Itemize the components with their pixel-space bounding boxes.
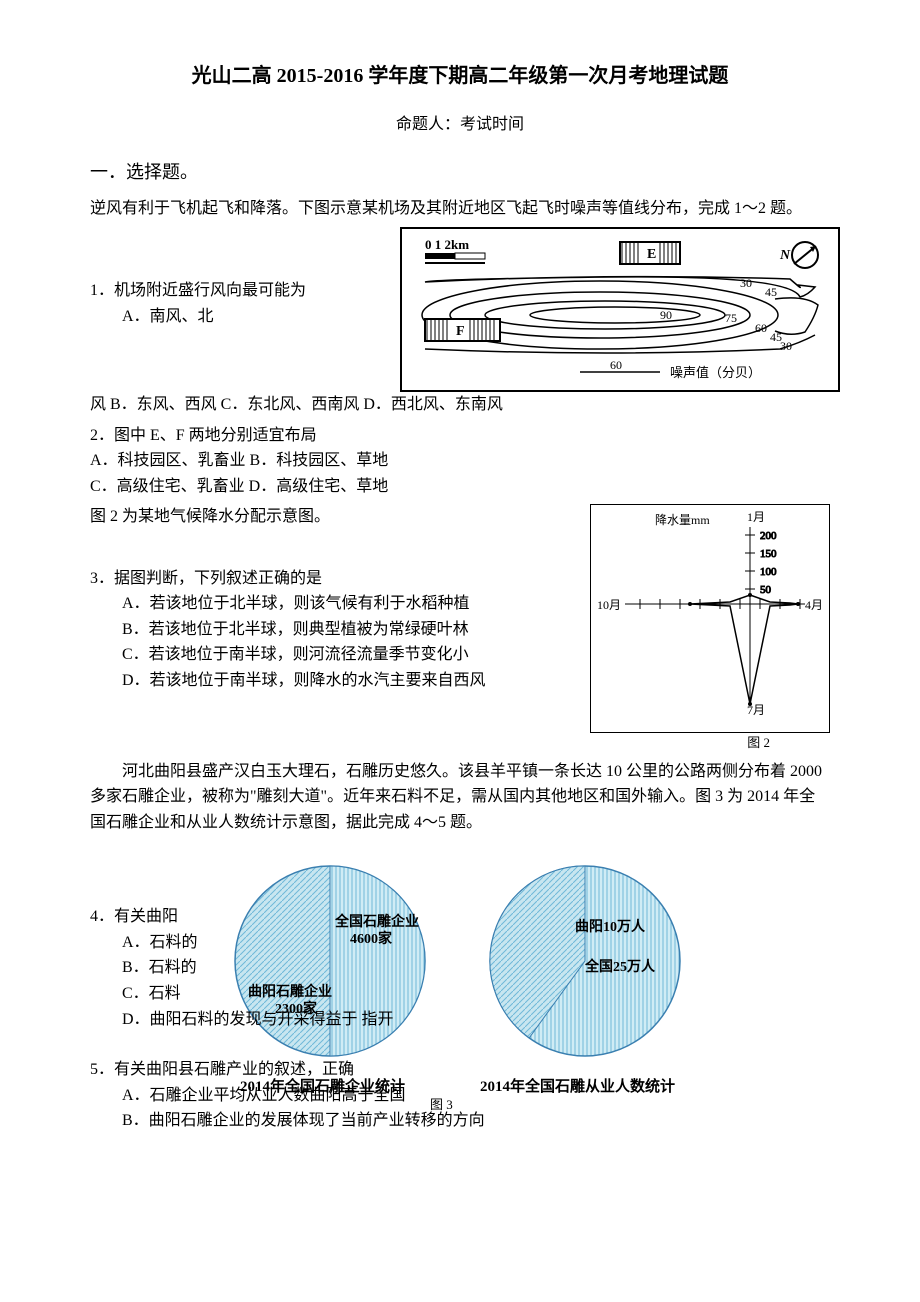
q3-optD: D．若该地位于南半球，则降水的水汽主要来自西风 xyxy=(122,668,830,694)
q1-text-left: 1．机场附近盛行风向最可能为 A．南风、北 xyxy=(90,227,400,329)
q4: 4．有关曲阳 A．石料的 B．石料的 C．石料 D．曲阳石料的发现与开采得益于 … xyxy=(90,904,830,1032)
intro-q4q5: 河北曲阳县盛产汉白玉大理石，石雕历史悠久。该县羊平镇一条长达 10 公里的公路两… xyxy=(90,759,830,836)
svg-text:45: 45 xyxy=(765,285,777,299)
figure-1: 0 1 2km E N xyxy=(400,227,840,392)
q4-optA: A．石料的 xyxy=(122,930,830,956)
q1-line2: 风 B．东风、西风 C．东北风、西南风 D．西北风、东南风 xyxy=(90,392,830,418)
svg-text:F: F xyxy=(456,324,465,339)
q4-optD: D．曲阳石料的发现与开采得益于 指开 xyxy=(122,1007,830,1033)
svg-text:30: 30 xyxy=(780,339,792,353)
q5-optB: B．曲阳石雕企业的发展体现了当前产业转移的方向 xyxy=(122,1108,830,1134)
q1-optA-partial: A．南风、北 xyxy=(122,304,400,330)
section-heading-1: 一．选择题。 xyxy=(90,158,830,187)
intro-q1q2: 逆风有利于飞机起飞和降落。下图示意某机场及其附近地区飞起飞时噪声等值线分布，完成… xyxy=(90,196,830,222)
q2: 2．图中 E、F 两地分别适宜布局 A．科技园区、乳畜业 B．科技园区、草地 C… xyxy=(90,423,830,500)
page-title: 光山二高 2015-2016 学年度下期高二年级第一次月考地理试题 xyxy=(90,60,830,92)
q5: 5．有关曲阳县石雕产业的叙述，正确 A．石雕企业平均从业人数曲阳高于全国 B．曲… xyxy=(90,1057,830,1134)
svg-text:30: 30 xyxy=(740,276,752,290)
svg-text:1月: 1月 xyxy=(747,510,765,524)
q4-optB: B．石料的 xyxy=(122,955,830,981)
subtitle: 命题人：考试时间 xyxy=(90,112,830,138)
q3-optA: A．若该地位于北半球，则该气候有利于水稻种植 xyxy=(122,591,830,617)
svg-text:E: E xyxy=(647,247,656,262)
q5-stem: 5．有关曲阳县石雕产业的叙述，正确 xyxy=(90,1057,830,1083)
svg-text:90: 90 xyxy=(660,308,672,322)
q3-stem: 3．据图判断，下列叙述正确的是 xyxy=(90,566,830,592)
svg-text:60: 60 xyxy=(610,358,622,372)
svg-text:60: 60 xyxy=(755,321,767,335)
q2-optA: A．科技园区、乳畜业 B．科技园区、草地 xyxy=(90,448,830,474)
q1-wrap: 1．机场附近盛行风向最可能为 A．南风、北 0 1 2km E xyxy=(90,227,830,392)
q2-stem: 2．图中 E、F 两地分别适宜布局 xyxy=(90,423,830,449)
noise-legend: 噪声值（分贝） xyxy=(670,365,761,380)
q3: 3．据图判断，下列叙述正确的是 A．若该地位于北半球，则该气候有利于水稻种植 B… xyxy=(90,566,830,694)
q4-optC: C．石料 xyxy=(122,981,830,1007)
q1-stem: 1．机场附近盛行风向最可能为 xyxy=(90,278,400,304)
svg-text:75: 75 xyxy=(725,311,737,325)
q3-optC: C．若该地位于南半球，则河流径流量季节变化小 xyxy=(122,642,830,668)
q4-stem: 4．有关曲阳 xyxy=(90,904,830,930)
q2-optC: C．高级住宅、乳畜业 D．高级住宅、草地 xyxy=(90,474,830,500)
figure-1-container: 0 1 2km E N xyxy=(400,227,840,392)
q5-optA: A．石雕企业平均从业人数曲阳高于全国 xyxy=(122,1083,830,1109)
svg-text:200: 200 xyxy=(760,530,777,542)
svg-text:降水量mm: 降水量mm xyxy=(655,513,710,527)
scale-text: 0 1 2km xyxy=(425,237,469,252)
airport-contour-svg: 0 1 2km E N xyxy=(410,237,830,382)
q3-optB: B．若该地位于北半球，则典型植被为常绿硬叶林 xyxy=(122,617,830,643)
svg-text:150: 150 xyxy=(760,548,777,560)
svg-text:N: N xyxy=(779,248,791,263)
fig2-label: 图 2 xyxy=(90,733,830,754)
